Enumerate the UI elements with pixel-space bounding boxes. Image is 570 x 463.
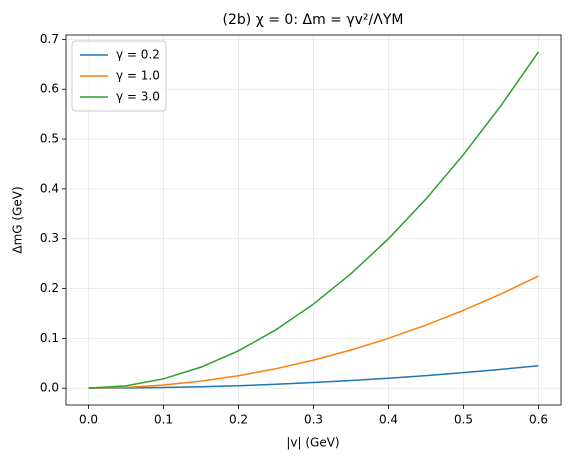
plot-frame (65, 34, 562, 406)
y-tick-label: 0.5 (40, 132, 59, 146)
y-tick-label: 0.0 (40, 381, 59, 395)
legend-box (71, 40, 167, 112)
legend-label: γ = 0.2 (116, 48, 160, 62)
line-series (88, 275, 539, 389)
x-tick-label: 0.2 (229, 413, 248, 427)
x-tick-label: 0.5 (454, 413, 473, 427)
y-tick-label: 0.4 (40, 181, 59, 195)
y-tick-label: 0.2 (40, 281, 59, 295)
x-tick-label: 0.4 (379, 413, 398, 427)
x-axis-label: |v| (GeV) (286, 436, 339, 450)
chart-title: (2b) χ = 0: Δm = γv²/ΛYM (223, 12, 404, 28)
line-series (88, 51, 540, 389)
y-tick-label: 0.1 (40, 331, 59, 345)
y-axis-label: ΔmG (GeV) (11, 186, 25, 253)
x-tick-label: 0.0 (79, 413, 98, 427)
y-tick-label: 0.3 (40, 231, 59, 245)
x-tick-label: 0.3 (304, 413, 323, 427)
x-tick-label: 0.6 (529, 413, 548, 427)
y-tick-label: 0.7 (40, 32, 59, 46)
y-tick-label: 0.6 (40, 82, 59, 96)
legend-label: γ = 3.0 (116, 90, 160, 104)
x-tick-label: 0.1 (154, 413, 173, 427)
line-series (88, 365, 539, 389)
legend-label: γ = 1.0 (116, 69, 160, 83)
